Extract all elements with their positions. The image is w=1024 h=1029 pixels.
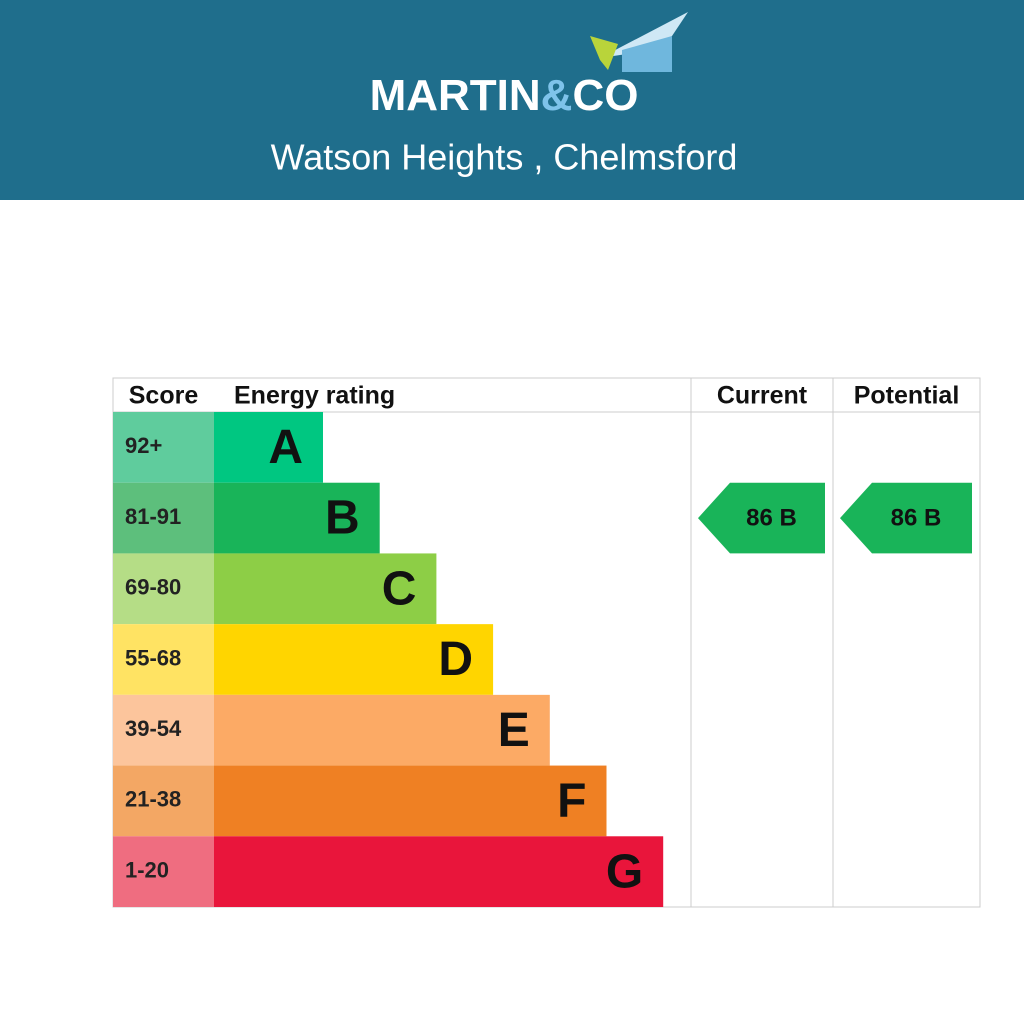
rating-bar (214, 412, 323, 483)
logo-part: MARTIN (370, 71, 541, 120)
score-cell (113, 694, 214, 766)
rating-bar (214, 836, 664, 907)
rating-bar (214, 765, 607, 837)
rating-letter: E (498, 704, 530, 757)
score-label: 55-68 (125, 645, 181, 670)
score-cell (113, 412, 214, 483)
subtitle: Watson Heights , Chelmsford (271, 137, 738, 178)
rating-arrow (840, 482, 972, 554)
rating-letter: D (438, 633, 473, 686)
logo-icon (590, 12, 688, 72)
rating-arrow-label: 86 B (746, 504, 797, 531)
header-bar (0, 0, 1024, 200)
score-label: 1-20 (125, 857, 169, 882)
score-cell (113, 836, 214, 907)
rating-arrow-label: 86 B (891, 504, 942, 531)
score-label: 21-38 (125, 787, 181, 812)
column-header: Current (717, 382, 808, 410)
rating-letter: F (557, 775, 586, 828)
column-header: Score (129, 382, 199, 410)
score-label: 92+ (125, 433, 162, 458)
column-header: Potential (854, 382, 960, 410)
score-label: 69-80 (125, 575, 181, 600)
rating-arrow (698, 482, 825, 554)
rating-bar (214, 694, 550, 766)
logo-part: & (541, 71, 573, 120)
score-cell (113, 553, 214, 625)
column-header: Energy rating (234, 382, 395, 410)
logo-text: MARTIN&CO (370, 71, 639, 120)
epc-table: Score Energy rating Current Potential 92+ A 81… (112, 377, 981, 908)
rating-letter: B (325, 492, 360, 545)
rating-bar (214, 553, 437, 625)
logo-part: CO (572, 71, 638, 120)
score-label: 39-54 (125, 716, 182, 741)
rating-bar (214, 624, 494, 695)
rating-bar (214, 482, 380, 554)
score-cell (113, 624, 214, 695)
score-label: 81-91 (125, 504, 181, 529)
rating-letter: A (268, 421, 303, 474)
rating-letter: C (382, 562, 417, 615)
score-cell (113, 482, 214, 554)
score-cell (113, 765, 214, 837)
rating-letter: G (606, 845, 643, 898)
